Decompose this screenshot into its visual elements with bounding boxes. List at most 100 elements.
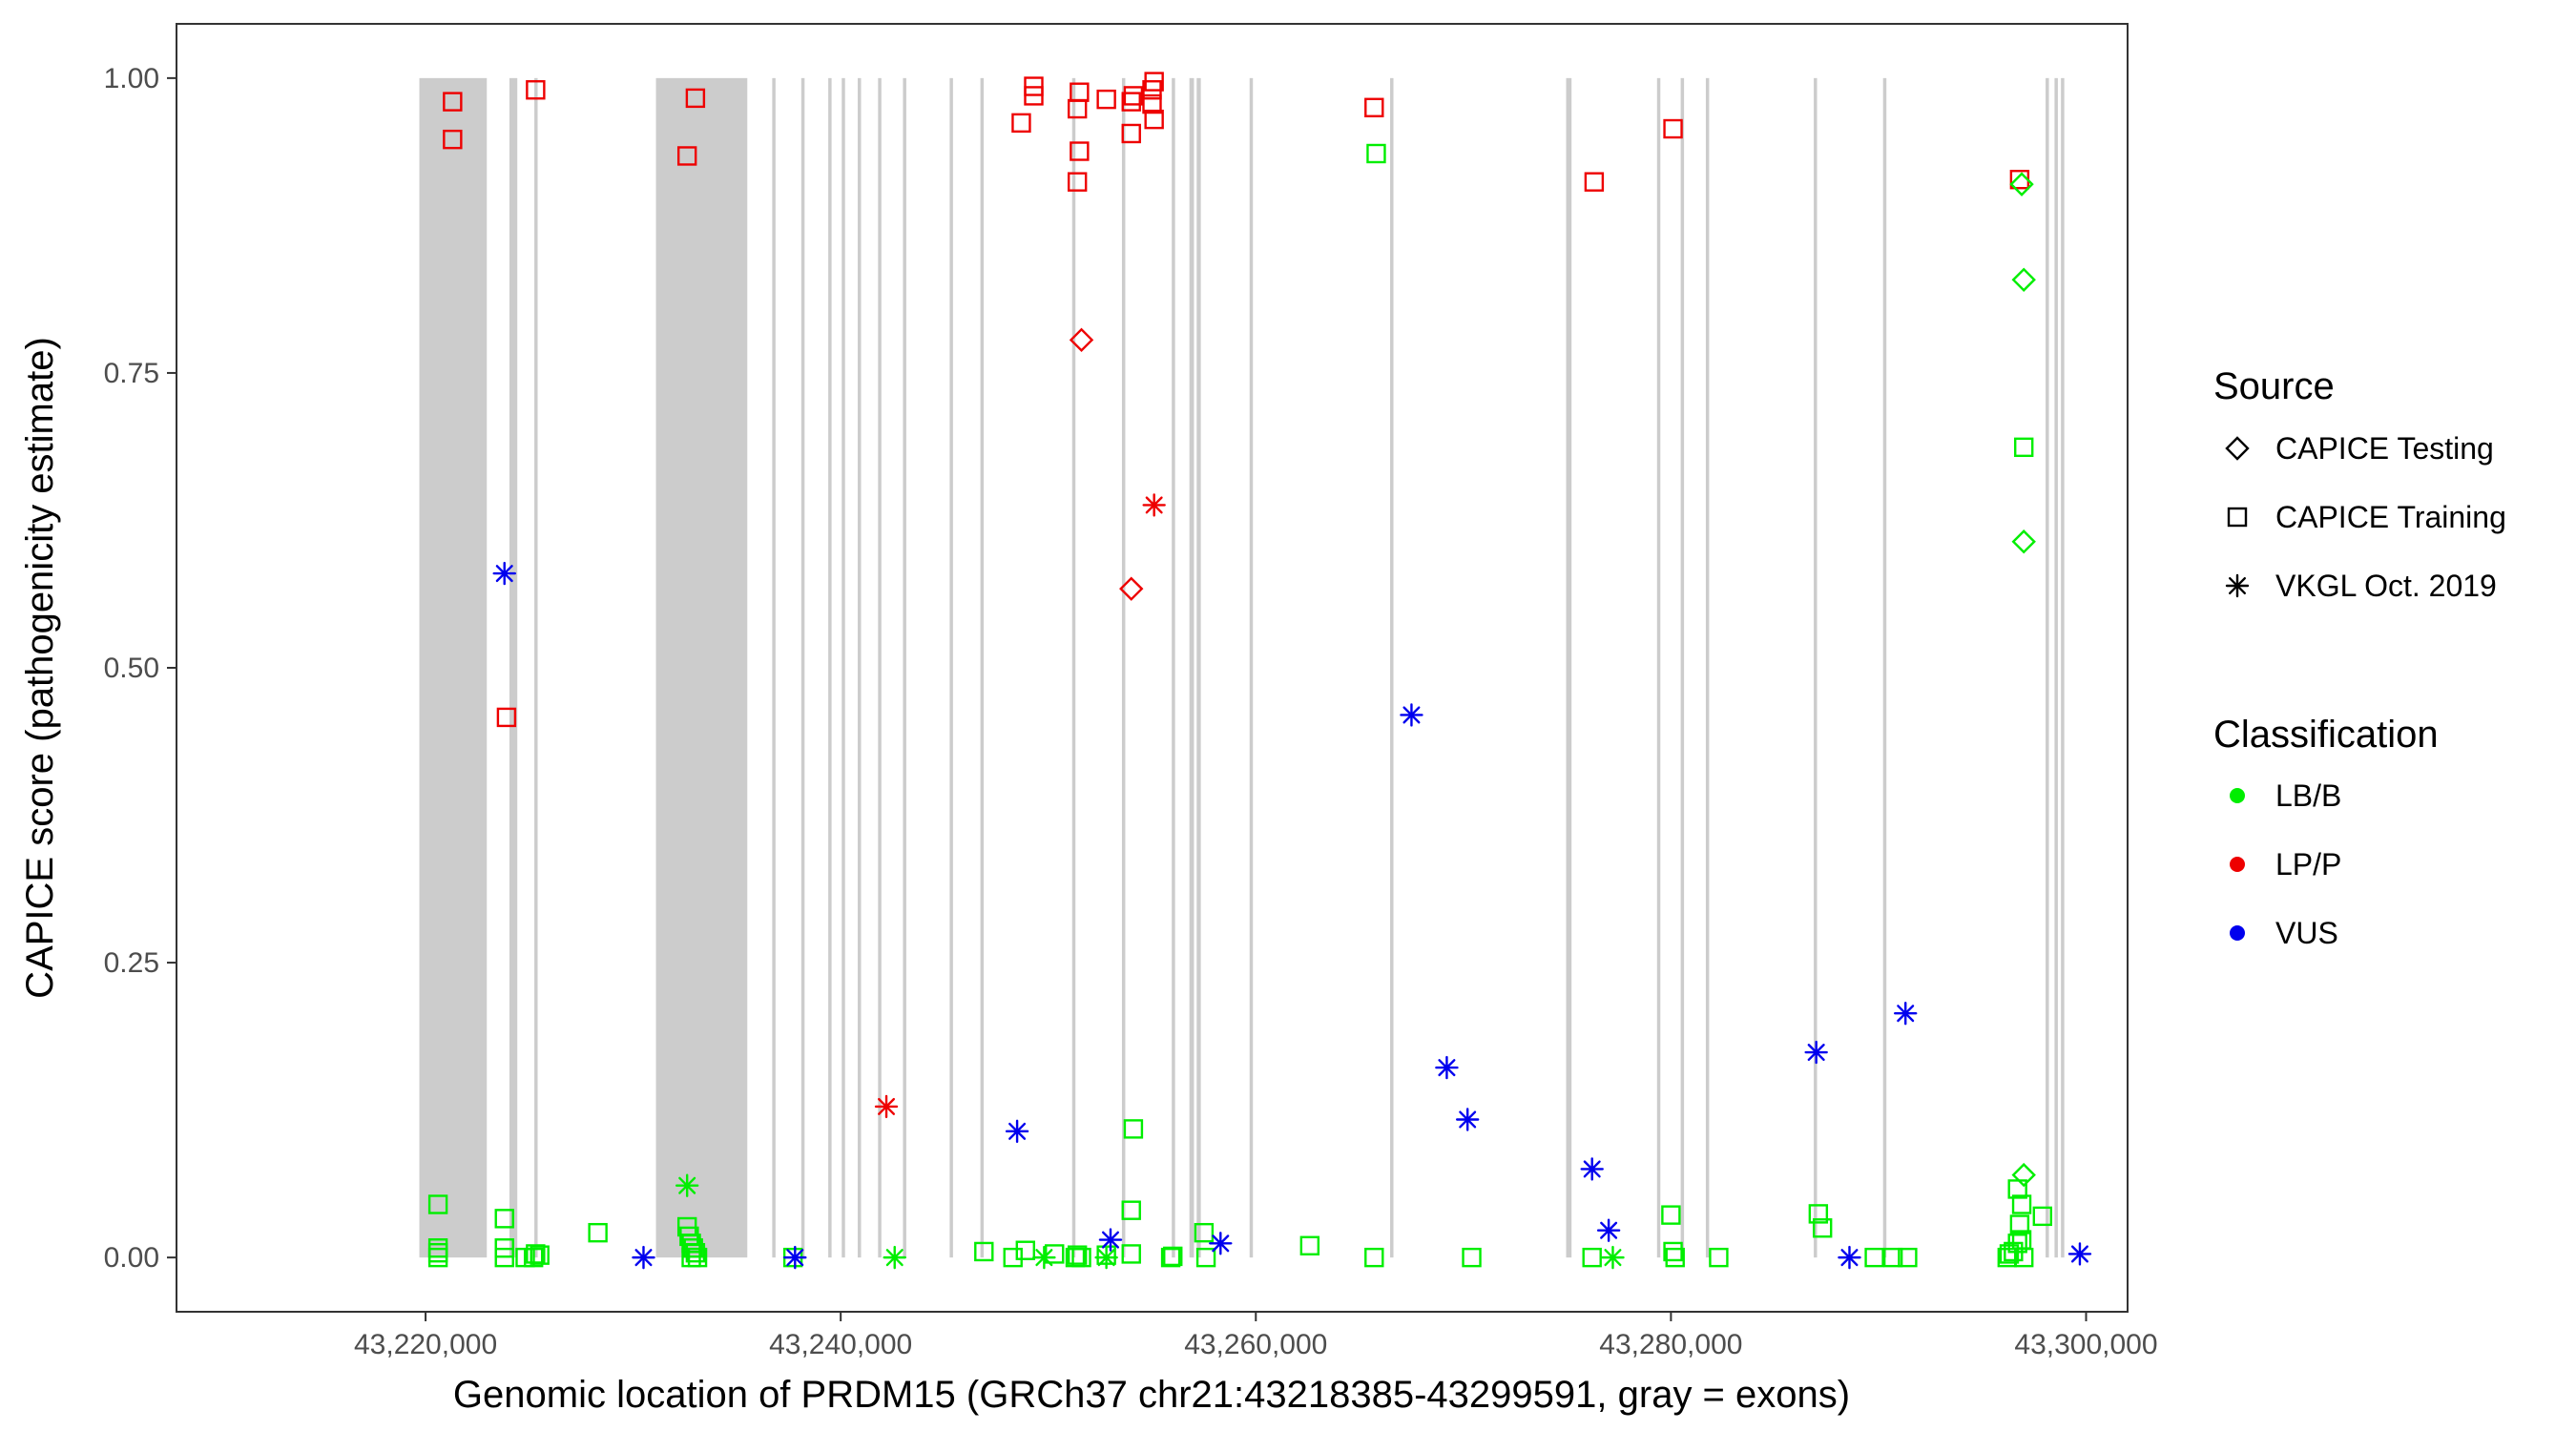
- point-vkgl-oct-2019-vus: [492, 561, 516, 586]
- exon-bands: [419, 77, 2065, 1258]
- point-capice-training-lp-p: [1067, 98, 1088, 119]
- point-capice-training-lb-b: [526, 1244, 546, 1264]
- point-capice-training-lb-b: [2032, 1206, 2053, 1227]
- point-capice-training-lb-b: [1003, 1247, 1023, 1268]
- point-vkgl-oct-2019-vus: [632, 1245, 655, 1270]
- legend-key-asterisk-icon: [2225, 573, 2250, 598]
- point-capice-training-lb-b: [1045, 1244, 1065, 1264]
- point-vkgl-oct-2019-vus: [1005, 1119, 1029, 1144]
- exon-band: [1249, 77, 1254, 1258]
- exon-band: [2054, 77, 2058, 1258]
- point-capice-training-lp-p: [496, 707, 517, 728]
- exon-band: [772, 77, 776, 1258]
- point-capice-testing-lb-b: [2009, 172, 2034, 197]
- point-capice-training-lb-b: [588, 1222, 608, 1243]
- exon-band: [1172, 77, 1175, 1258]
- point-vkgl-oct-2019-lb-b: [1601, 1245, 1625, 1270]
- point-capice-training-lp-p: [1364, 97, 1384, 117]
- legend-label-source: VKGL Oct. 2019: [2275, 569, 2497, 603]
- point-capice-training-lp-p: [685, 88, 706, 109]
- point-vkgl-oct-2019-vus: [1209, 1232, 1233, 1255]
- axes: 43,220,000 43,240,000 43,260,000 43,280,000…: [104, 63, 2158, 1360]
- point-capice-testing-lb-b: [2011, 267, 2036, 292]
- legend-label-classification: LP/P: [2275, 847, 2341, 881]
- legend-key-diamond-icon: [2225, 436, 2250, 461]
- point-vkgl-oct-2019-lp-p: [1142, 493, 1166, 517]
- point-capice-training-lb-b: [687, 1247, 708, 1268]
- point-capice-training-lb-b: [523, 1247, 544, 1268]
- point-capice-training-lp-p: [1070, 141, 1090, 161]
- point-vkgl-oct-2019-vus: [1435, 1055, 1459, 1080]
- data-points: [427, 72, 2092, 1270]
- point-capice-training-lb-b: [1163, 1246, 1183, 1267]
- point-capice-training-lp-p: [443, 129, 463, 150]
- legend-title-source: Source: [2213, 365, 2335, 407]
- exon-band: [858, 77, 862, 1258]
- exon-band: [655, 77, 748, 1258]
- point-capice-training-lb-b: [494, 1209, 514, 1229]
- point-capice-training-lp-p: [1024, 76, 1044, 96]
- point-capice-training-lb-b: [1366, 143, 1386, 164]
- point-capice-training-lb-b: [1462, 1247, 1482, 1268]
- point-capice-training-lp-p: [526, 80, 546, 100]
- point-capice-training-lb-b: [1364, 1247, 1384, 1268]
- point-capice-training-lb-b: [1808, 1204, 1829, 1224]
- point-capice-training-lb-b: [1015, 1240, 1035, 1260]
- point-vkgl-oct-2019-vus: [1098, 1228, 1123, 1252]
- point-capice-training-lb-b: [1123, 1119, 1144, 1139]
- x-tick-label: 43,220,000: [354, 1329, 497, 1360]
- y-tick-label: 1.00: [104, 63, 159, 94]
- point-capice-training-lb-b: [1194, 1222, 1215, 1243]
- exon-band: [841, 77, 845, 1258]
- exon-band: [903, 77, 906, 1258]
- point-capice-training-lp-p: [1142, 93, 1162, 114]
- exon-band: [949, 77, 953, 1258]
- exon-band: [1814, 77, 1818, 1258]
- point-capice-training-lb-b: [1882, 1247, 1903, 1268]
- point-vkgl-oct-2019-vus: [783, 1245, 807, 1270]
- exon-band: [1566, 77, 1572, 1258]
- point-vkgl-oct-2019-lb-b: [883, 1245, 906, 1270]
- point-capice-training-lp-p: [1096, 89, 1116, 110]
- point-capice-training-lb-b: [530, 1245, 550, 1265]
- x-axis-title: Genomic location of PRDM15 (GRCh37 chr21…: [453, 1374, 1850, 1416]
- point-capice-training-lb-b: [1160, 1247, 1181, 1268]
- point-capice-training-lb-b: [1121, 1244, 1141, 1264]
- point-capice-training-lp-p: [1123, 86, 1144, 106]
- y-tick-label: 0.25: [104, 947, 159, 979]
- exon-band: [1071, 77, 1076, 1258]
- x-tick-label: 43,280,000: [1599, 1329, 1742, 1360]
- point-capice-training-lb-b: [427, 1247, 448, 1268]
- point-capice-training-lb-b: [1195, 1247, 1216, 1268]
- point-capice-training-lb-b: [494, 1247, 514, 1268]
- point-capice-training-lb-b: [2007, 1234, 2027, 1254]
- point-capice-training-lb-b: [1582, 1247, 1602, 1268]
- y-tick-label: 0.75: [104, 358, 159, 389]
- point-vkgl-oct-2019-lb-b: [1094, 1245, 1118, 1270]
- y-tick-label: 0.00: [104, 1242, 159, 1274]
- point-capice-training-lb-b: [2014, 1247, 2034, 1268]
- point-vkgl-oct-2019-vus: [1596, 1218, 1621, 1242]
- point-vkgl-oct-2019-vus: [1838, 1245, 1861, 1270]
- point-capice-training-lb-b: [1709, 1247, 1729, 1268]
- legend-key-dot-icon: [2230, 857, 2245, 872]
- point-capice-training-lb-b: [1864, 1247, 1884, 1268]
- point-capice-training-lb-b: [1661, 1205, 1681, 1225]
- exon-band: [828, 77, 832, 1258]
- point-vkgl-oct-2019-vus: [1400, 703, 1423, 727]
- point-vkgl-oct-2019-lb-b: [675, 1173, 699, 1197]
- exon-band: [1189, 77, 1195, 1258]
- exon-band: [1196, 77, 1201, 1258]
- point-vkgl-oct-2019-vus: [1580, 1157, 1604, 1181]
- legend-key-dot-icon: [2230, 925, 2245, 941]
- point-capice-training-lp-p: [1121, 123, 1141, 144]
- point-capice-training-lb-b: [1065, 1247, 1086, 1268]
- exon-band: [1705, 77, 1710, 1258]
- exon-band: [878, 77, 882, 1258]
- exon-band: [509, 77, 518, 1258]
- x-tick-label: 43,300,000: [2014, 1329, 2157, 1360]
- legend-title-classification: Classification: [2213, 714, 2439, 756]
- point-capice-training-lp-p: [1144, 109, 1164, 130]
- point-capice-training-lb-b: [1299, 1235, 1320, 1255]
- point-capice-training-lp-p: [1142, 80, 1162, 100]
